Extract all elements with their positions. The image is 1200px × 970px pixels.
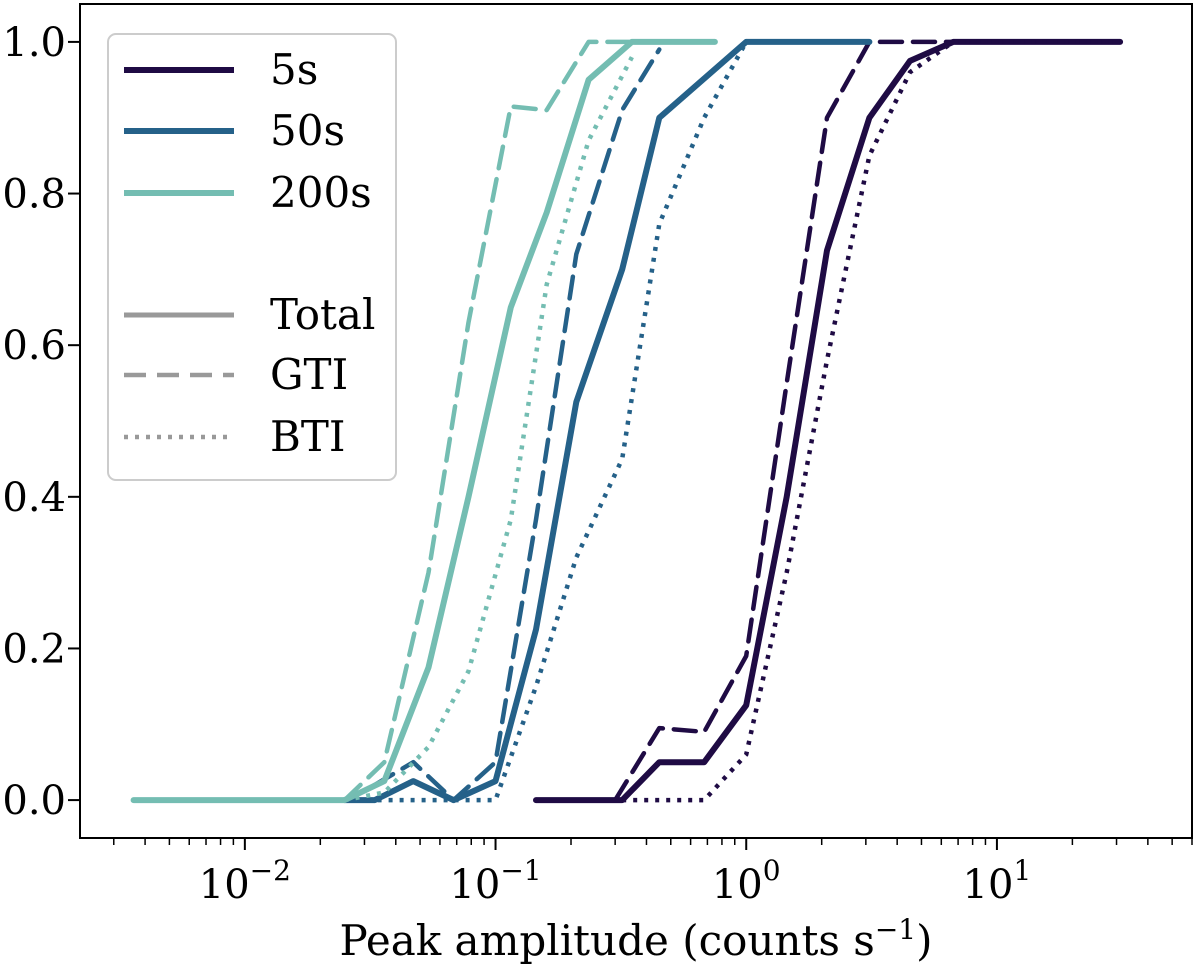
series-line-50s-solid (341, 38, 873, 804)
legend-label-200s: 200s (270, 168, 372, 217)
y-tick-label: 1.0 (2, 20, 66, 66)
x-axis-label-close: ) (916, 916, 932, 965)
x-tick-exponent: −1 (500, 854, 541, 887)
legend-label-5s: 5s (270, 45, 318, 94)
legend: 5s 50s 200s Total GTI BTI (107, 33, 397, 481)
series-line-200s-dashed (342, 39, 718, 803)
y-tick-label: 0.8 (2, 172, 66, 218)
x-axis-label: Peak amplitude (counts s−1) (339, 913, 932, 965)
y-tick-label: 0.6 (2, 323, 66, 369)
x-tick-base: 10 (712, 862, 763, 908)
x-tick-base: 10 (449, 862, 500, 908)
x-tick-label: 10−1 (449, 854, 541, 908)
x-axis-label-exponent: −1 (875, 913, 916, 946)
series-line-5s-solid (533, 38, 1124, 804)
x-tick-label: 10−2 (199, 854, 291, 908)
plot-frame (79, 3, 1193, 839)
series-line-5s-dashed (612, 39, 1123, 803)
y-tick-label: 0.0 (2, 778, 66, 824)
x-tick-exponent: 1 (1013, 854, 1031, 887)
y-tick-label: 0.4 (2, 475, 66, 521)
x-tick-base: 10 (963, 862, 1014, 908)
series-line-5s-dotted (622, 39, 1121, 803)
legend-label-solid: Total (270, 290, 375, 339)
legend-label-dashed: GTI (270, 350, 348, 399)
legend-label-dotted: BTI (270, 412, 345, 461)
legend-box (107, 33, 397, 481)
x-tick-exponent: 0 (763, 854, 781, 887)
x-axis-label-text: Peak amplitude (counts s (339, 916, 874, 965)
x-tick-exponent: −2 (250, 854, 291, 887)
x-tick-base: 10 (199, 862, 250, 908)
series-line-200s-solid (130, 38, 718, 804)
x-tick-label: 100 (712, 854, 781, 908)
series-line-50s-dotted (344, 40, 749, 803)
plot-lines (130, 38, 1124, 804)
x-tick-label: 101 (963, 854, 1032, 908)
y-tick-label: 0.2 (2, 626, 66, 672)
legend-label-50s: 50s (270, 106, 345, 155)
